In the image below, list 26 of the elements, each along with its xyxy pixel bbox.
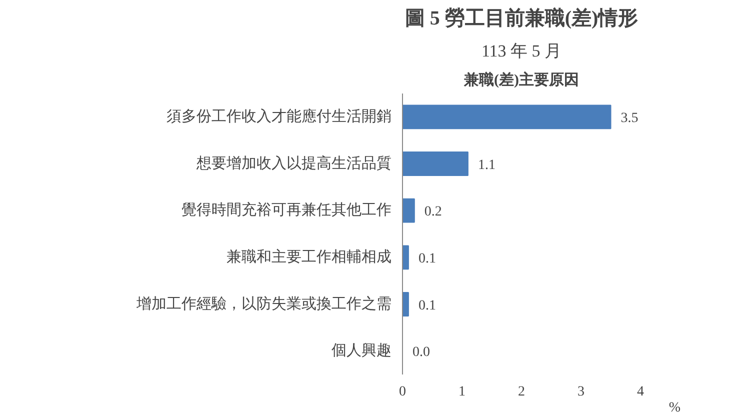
x-tick-label: 4 (637, 384, 644, 400)
y-tick-label: 覺得時間充裕可再兼任其他工作 (182, 202, 392, 219)
y-tick-label: 個人興趣 (332, 342, 392, 360)
bar (402, 292, 409, 316)
x-tick-label: 1 (458, 384, 466, 400)
data-label: 0.2 (424, 204, 442, 220)
data-label: 3.5 (620, 110, 638, 126)
x-axis-title: % (668, 400, 681, 415)
x-tick-label: 3 (578, 384, 584, 400)
bar (402, 198, 415, 223)
bar (402, 152, 468, 176)
y-tick-label: 須多份工作收入才能應付生活開銷 (166, 108, 392, 125)
data-label: 0.0 (412, 345, 430, 360)
y-tick-label: 想要增加收入以提高生活品質 (196, 154, 392, 172)
x-tick-label: 2 (518, 384, 525, 400)
y-tick-label: 兼職和主要工作相輔相成 (226, 248, 392, 266)
y-tick-label: 增加工作經驗，以防失業或換工作之需 (136, 295, 392, 312)
chart-title: 圖 5 勞工目前兼職(差)情形 (404, 6, 638, 30)
chart-subtitle: 113 年 5 月 (481, 42, 562, 60)
x-tick-label: 0 (399, 384, 406, 400)
data-label: 0.1 (418, 298, 436, 314)
data-label: 0.1 (418, 251, 436, 266)
text: 兼職(差)主要原因 (463, 70, 580, 88)
bar (402, 245, 409, 270)
data-label: 1.1 (478, 158, 496, 173)
bar (402, 104, 612, 130)
